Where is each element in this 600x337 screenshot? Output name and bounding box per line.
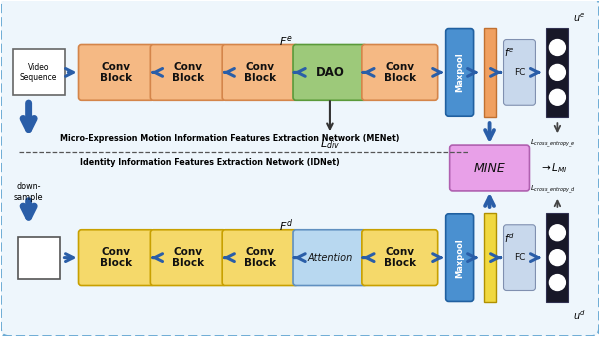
FancyBboxPatch shape: [362, 230, 437, 285]
Text: $F^e$: $F^e$: [279, 33, 293, 48]
FancyBboxPatch shape: [293, 230, 367, 285]
FancyBboxPatch shape: [449, 145, 529, 191]
FancyBboxPatch shape: [151, 44, 226, 100]
FancyBboxPatch shape: [222, 44, 298, 100]
Text: $f^e$: $f^e$: [503, 46, 514, 59]
FancyBboxPatch shape: [547, 28, 568, 117]
Text: $L_{div}$: $L_{div}$: [320, 137, 340, 151]
FancyBboxPatch shape: [79, 230, 154, 285]
FancyBboxPatch shape: [17, 237, 59, 279]
Text: Conv
Block: Conv Block: [172, 62, 205, 83]
Text: $\rightarrow L_{MI}$: $\rightarrow L_{MI}$: [539, 161, 568, 175]
Text: FC: FC: [514, 68, 525, 77]
FancyBboxPatch shape: [446, 29, 473, 116]
FancyBboxPatch shape: [293, 44, 367, 100]
FancyBboxPatch shape: [503, 225, 535, 290]
Text: $L_{cross\_entropy\_d}$: $L_{cross\_entropy\_d}$: [530, 184, 575, 196]
Text: Conv
Block: Conv Block: [384, 62, 416, 83]
Text: Attention: Attention: [307, 253, 353, 263]
Text: $L_{cross\_entropy\_e}$: $L_{cross\_entropy\_e}$: [530, 138, 575, 150]
FancyBboxPatch shape: [484, 28, 496, 117]
Circle shape: [550, 275, 565, 290]
Text: Maxpool: Maxpool: [455, 53, 464, 92]
Text: $u^d$: $u^d$: [574, 308, 586, 322]
Text: Maxpool: Maxpool: [455, 238, 464, 277]
Text: Micro-Expression Motion Information Features Extraction Network (MENet): Micro-Expression Motion Information Feat…: [61, 134, 400, 143]
Circle shape: [550, 225, 565, 241]
FancyBboxPatch shape: [503, 39, 535, 105]
FancyBboxPatch shape: [484, 213, 496, 302]
Text: Identity Information Features Extraction Network (IDNet): Identity Information Features Extraction…: [80, 157, 340, 166]
Text: Conv
Block: Conv Block: [384, 247, 416, 269]
Text: DAO: DAO: [316, 66, 344, 79]
FancyBboxPatch shape: [362, 44, 437, 100]
Text: Video
Sequence: Video Sequence: [20, 63, 57, 82]
FancyBboxPatch shape: [151, 230, 226, 285]
Text: $f^d$: $f^d$: [503, 231, 514, 245]
FancyBboxPatch shape: [446, 214, 473, 302]
Circle shape: [550, 250, 565, 266]
Text: FC: FC: [514, 253, 525, 262]
Circle shape: [550, 89, 565, 105]
Text: Conv
Block: Conv Block: [244, 247, 276, 269]
Text: Conv
Block: Conv Block: [100, 62, 133, 83]
Text: $F^d$: $F^d$: [279, 217, 293, 234]
Text: Conv
Block: Conv Block: [244, 62, 276, 83]
FancyBboxPatch shape: [222, 230, 298, 285]
Text: Conv
Block: Conv Block: [100, 247, 133, 269]
FancyBboxPatch shape: [79, 44, 154, 100]
Text: Conv
Block: Conv Block: [172, 247, 205, 269]
FancyBboxPatch shape: [547, 213, 568, 302]
Circle shape: [550, 39, 565, 56]
Text: down-
sample: down- sample: [14, 182, 43, 202]
Text: $u^e$: $u^e$: [574, 11, 586, 24]
Circle shape: [550, 64, 565, 80]
FancyBboxPatch shape: [13, 50, 65, 95]
Text: MINE: MINE: [473, 161, 505, 175]
